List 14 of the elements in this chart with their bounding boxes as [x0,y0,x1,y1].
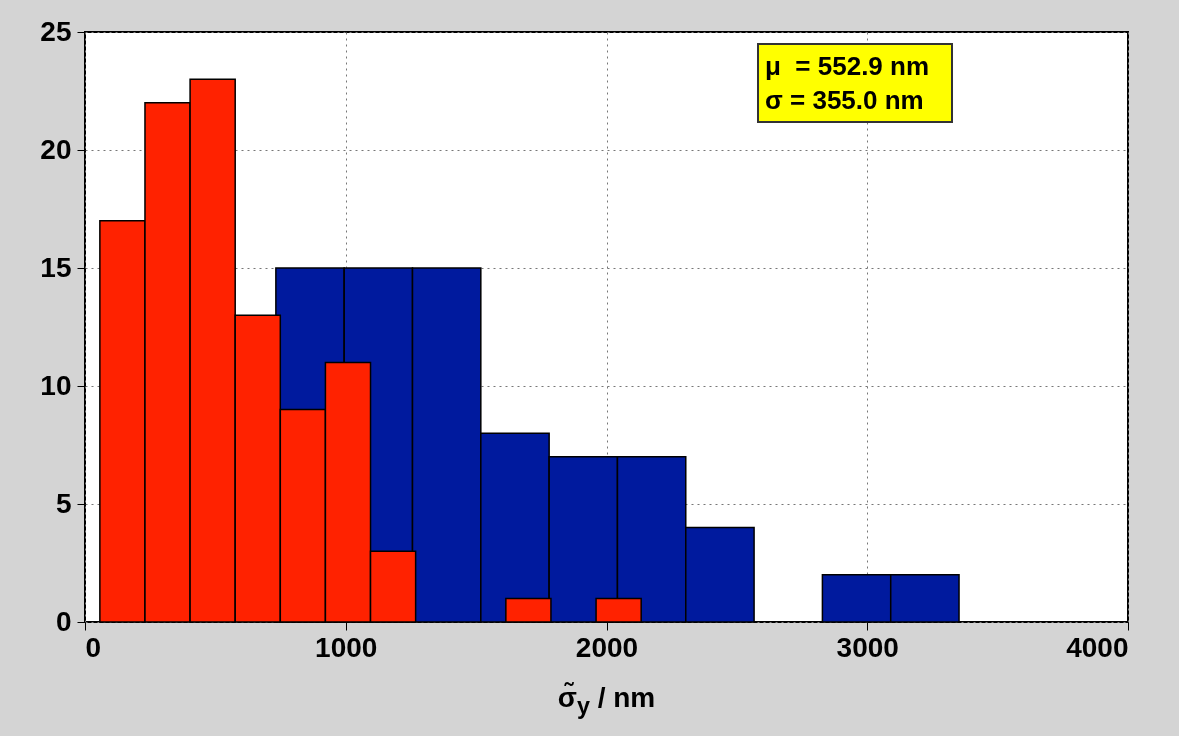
y-tick-label: 15 [40,251,72,283]
annotation: σ = 355.0 nm [765,84,925,117]
x-axis-title: σ̃$_{y}$ / nm [556,682,657,720]
x-tick-label: 3000 [836,631,899,663]
y-tick-label: 0 [55,605,72,637]
x-tick-label: 0 [85,631,102,663]
x-tick-label: 2000 [575,631,639,663]
y-tick-label: 25 [40,15,72,47]
y-tick-label: 10 [40,369,72,401]
y-tick-label: 20 [40,133,72,165]
y-tick-label: 5 [55,487,72,519]
x-tick-label: 1000 [315,631,378,663]
x-tick-label: 4000 [1066,631,1129,663]
annotation: μ = 552.9 nm [765,50,930,83]
